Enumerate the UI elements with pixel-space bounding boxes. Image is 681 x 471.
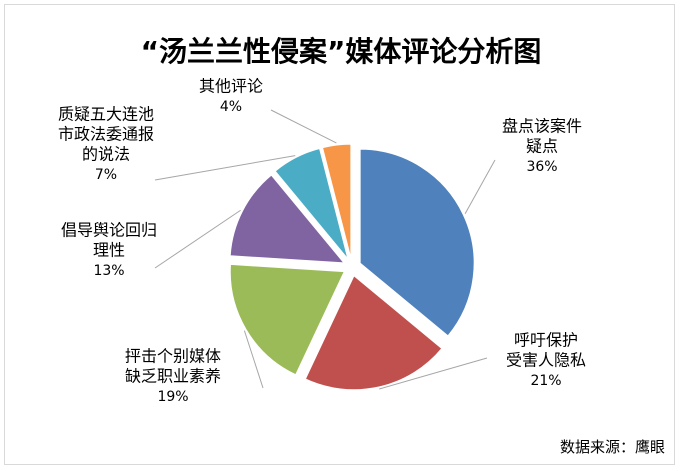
slice-percent-label: 19% — [157, 389, 188, 405]
slice-percent-label: 7% — [95, 167, 117, 183]
slice-category-label: 倡导舆论回归 — [61, 221, 157, 240]
slice-category-label: 其他评论 — [199, 77, 263, 96]
leader-line — [270, 109, 337, 144]
slice-category-label: 抨击个别媒体 — [125, 347, 221, 366]
slice-percent-label: 4% — [220, 99, 242, 115]
leader-line — [154, 209, 241, 269]
slice-category-label: 盘点该案件 — [502, 117, 582, 136]
chart-title: “汤兰兰性侵案”媒体评论分析图 — [141, 35, 542, 68]
leader-line — [243, 330, 264, 389]
slice-percent-label: 21% — [530, 373, 561, 389]
pie-slice — [229, 263, 346, 376]
pie-slice — [229, 174, 346, 264]
slice-category-label: 质疑五大连池 — [58, 105, 154, 124]
pie-slice — [321, 143, 352, 259]
leader-line — [154, 155, 296, 181]
slice-category-label: 的说法 — [82, 145, 130, 164]
pie-slice — [359, 148, 475, 337]
slice-category-label: 市政法委通报 — [58, 125, 154, 144]
slice-category-label: 理性 — [93, 241, 125, 260]
slice-percent-label: 36% — [526, 159, 557, 175]
slice-category-label: 呼吁保护 — [514, 331, 578, 350]
slice-percent-label: 13% — [93, 263, 124, 279]
slice-category-label: 缺乏职业素养 — [125, 367, 221, 386]
slice-category-label: 疑点 — [526, 137, 558, 156]
leader-line — [379, 357, 488, 390]
pie-slice — [304, 274, 443, 391]
slice-category-label: 受害人隐私 — [506, 351, 586, 370]
pie-slice — [274, 147, 349, 260]
chart-frame: “汤兰兰性侵案”媒体评论分析图 盘点该案件 疑点 36% 呼吁保护 受害人隐私 21% 抨击… — [4, 4, 675, 465]
source-note: 数据来源：鹰眼 — [560, 438, 665, 456]
leader-line — [464, 159, 496, 215]
